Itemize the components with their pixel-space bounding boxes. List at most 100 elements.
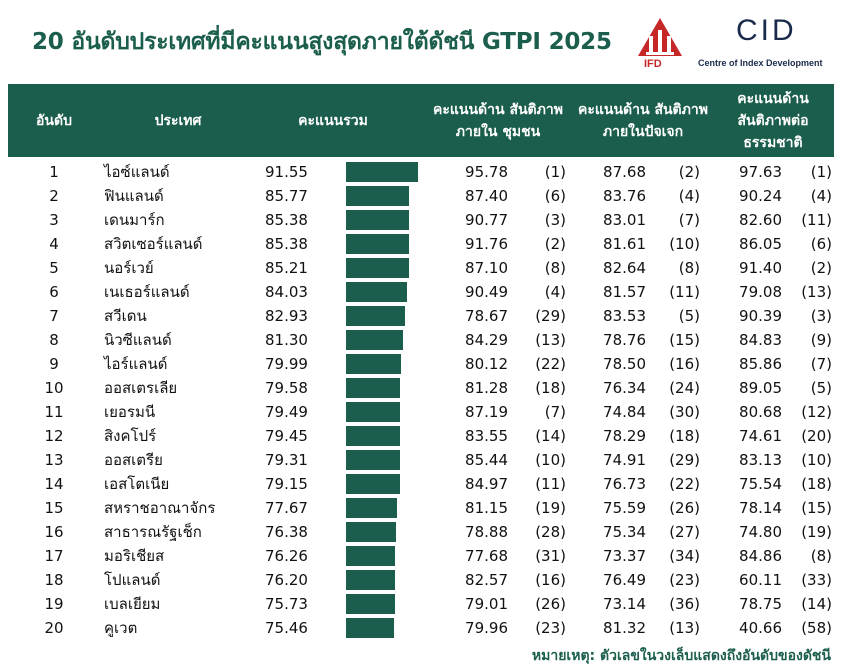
individual-peace-rank: (29) <box>669 451 700 469</box>
nature-peace-score: 90.24 <box>739 187 782 205</box>
total-score-bar <box>346 330 403 350</box>
country-cell: โปแลนด์ <box>104 571 161 589</box>
community-peace-rank: (7) <box>544 403 566 421</box>
country-cell: นอร์เวย์ <box>104 259 154 277</box>
table-row: 4 สวิตเซอร์แลนด์ 85.38 91.76 (2) 81.61 (10) 86.… <box>8 232 834 256</box>
total-score-bar <box>346 234 409 254</box>
total-score-cell: 81.30 <box>265 331 308 349</box>
rank-cell: 18 <box>44 571 64 589</box>
individual-peace-rank: (27) <box>669 523 700 541</box>
country-cell: เอสโตเนีย <box>104 475 170 493</box>
individual-peace-score: 76.73 <box>603 475 646 493</box>
total-score-cell: 75.46 <box>265 619 308 637</box>
nature-peace-score: 84.86 <box>739 547 782 565</box>
table-row: 10 ออสเตรเลีย 79.58 81.28 (18) 76.34 (24) 89.05… <box>8 376 834 400</box>
total-score-cell: 75.73 <box>265 595 308 613</box>
nature-peace-score: 74.80 <box>739 523 782 541</box>
rank-cell: 2 <box>49 187 59 205</box>
header-dim1: คะแนนด้าน สันติภาพภายใน ชุมชน <box>433 101 563 140</box>
cid-logo-subtitle: Centre of Index Development <box>698 58 823 68</box>
total-score-cell: 79.15 <box>265 475 308 493</box>
community-peace-score: 81.15 <box>465 499 508 517</box>
community-peace-score: 91.76 <box>465 235 508 253</box>
nature-peace-rank: (10) <box>801 451 832 469</box>
individual-peace-rank: (18) <box>669 427 700 445</box>
individual-peace-rank: (15) <box>669 331 700 349</box>
table-body: 1 ไอซ์แลนด์ 91.55 95.78 (1) 87.68 (2) 97.63 (1) 2… <box>8 160 834 640</box>
community-peace-rank: (8) <box>544 259 566 277</box>
country-cell: ฟินแลนด์ <box>104 187 164 205</box>
total-score-cell: 79.31 <box>265 451 308 469</box>
header-rank: อันดับ <box>36 112 72 129</box>
table-header: อันดับ ประเทศ คะแนนรวม คะแนนด้าน สันติภา… <box>8 84 834 157</box>
community-peace-rank: (13) <box>535 331 566 349</box>
total-score-cell: 91.55 <box>265 163 308 181</box>
table-row: 18 โปแลนด์ 76.20 82.57 (16) 76.49 (23) 60.11 (33… <box>8 568 834 592</box>
rank-cell: 16 <box>44 523 64 541</box>
community-peace-rank: (14) <box>535 427 566 445</box>
rank-cell: 20 <box>44 619 64 637</box>
nature-peace-rank: (13) <box>801 283 832 301</box>
individual-peace-score: 74.91 <box>603 451 646 469</box>
table-row: 19 เบลเยียม 75.73 79.01 (26) 73.14 (36) 78.75 (1… <box>8 592 834 616</box>
community-peace-rank: (6) <box>544 187 566 205</box>
total-score-bar <box>346 306 406 326</box>
individual-peace-score: 75.34 <box>603 523 646 541</box>
individual-peace-score: 83.53 <box>603 307 646 325</box>
community-peace-rank: (31) <box>535 547 566 565</box>
total-score-cell: 79.49 <box>265 403 308 421</box>
rank-cell: 19 <box>44 595 64 613</box>
country-cell: สาธารณรัฐเช็ก <box>104 523 202 541</box>
total-score-bar <box>346 378 401 398</box>
total-score-bar <box>346 594 395 614</box>
nature-peace-rank: (4) <box>810 187 832 205</box>
individual-peace-rank: (16) <box>669 355 700 373</box>
community-peace-score: 81.28 <box>465 379 508 397</box>
total-score-cell: 85.38 <box>265 235 308 253</box>
rank-cell: 1 <box>49 163 59 181</box>
individual-peace-rank: (7) <box>678 211 700 229</box>
ifd-logo-text: IFD <box>644 58 662 70</box>
community-peace-rank: (19) <box>535 499 566 517</box>
individual-peace-score: 73.14 <box>603 595 646 613</box>
individual-peace-score: 83.01 <box>603 211 646 229</box>
header-country: ประเทศ <box>154 112 202 129</box>
total-score-bar <box>346 474 400 494</box>
community-peace-score: 87.40 <box>465 187 508 205</box>
community-peace-score: 85.44 <box>465 451 508 469</box>
nature-peace-rank: (33) <box>801 571 832 589</box>
nature-peace-score: 80.68 <box>739 403 782 421</box>
individual-peace-rank: (10) <box>669 235 700 253</box>
individual-peace-rank: (34) <box>669 547 700 565</box>
table-row: 15 สหราชอาณาจักร 77.67 81.15 (19) 75.59 (26) 78… <box>8 496 834 520</box>
community-peace-score: 90.49 <box>465 283 508 301</box>
individual-peace-rank: (30) <box>669 403 700 421</box>
individual-peace-rank: (5) <box>678 307 700 325</box>
individual-peace-rank: (4) <box>678 187 700 205</box>
header-total: คะแนนรวม <box>298 112 368 129</box>
country-cell: สวีเดน <box>104 307 147 325</box>
individual-peace-score: 81.61 <box>603 235 646 253</box>
ifd-logo <box>638 18 682 56</box>
individual-peace-score: 74.84 <box>603 403 646 421</box>
individual-peace-score: 76.49 <box>603 571 646 589</box>
community-peace-score: 90.77 <box>465 211 508 229</box>
rank-cell: 6 <box>49 283 59 301</box>
community-peace-score: 95.78 <box>465 163 508 181</box>
nature-peace-rank: (9) <box>810 331 832 349</box>
total-score-cell: 85.77 <box>265 187 308 205</box>
header-dim2: คะแนนด้าน สันติภาพ ภายในปัจเจก <box>578 101 708 140</box>
table-row: 1 ไอซ์แลนด์ 91.55 95.78 (1) 87.68 (2) 97.63 (1) <box>8 160 834 184</box>
total-score-bar <box>346 618 395 638</box>
total-score-cell: 79.45 <box>265 427 308 445</box>
table-row: 7 สวีเดน 82.93 78.67 (29) 83.53 (5) 90.39 (3) <box>8 304 834 328</box>
community-peace-rank: (10) <box>535 451 566 469</box>
table-row: 2 ฟินแลนด์ 85.77 87.40 (6) 83.76 (4) 90.24 (4) <box>8 184 834 208</box>
rank-cell: 7 <box>49 307 59 325</box>
community-peace-score: 77.68 <box>465 547 508 565</box>
individual-peace-rank: (8) <box>678 259 700 277</box>
rank-cell: 9 <box>49 355 59 373</box>
country-cell: เดนมาร์ก <box>104 211 165 229</box>
total-score-cell: 76.26 <box>265 547 308 565</box>
rank-cell: 8 <box>49 331 59 349</box>
